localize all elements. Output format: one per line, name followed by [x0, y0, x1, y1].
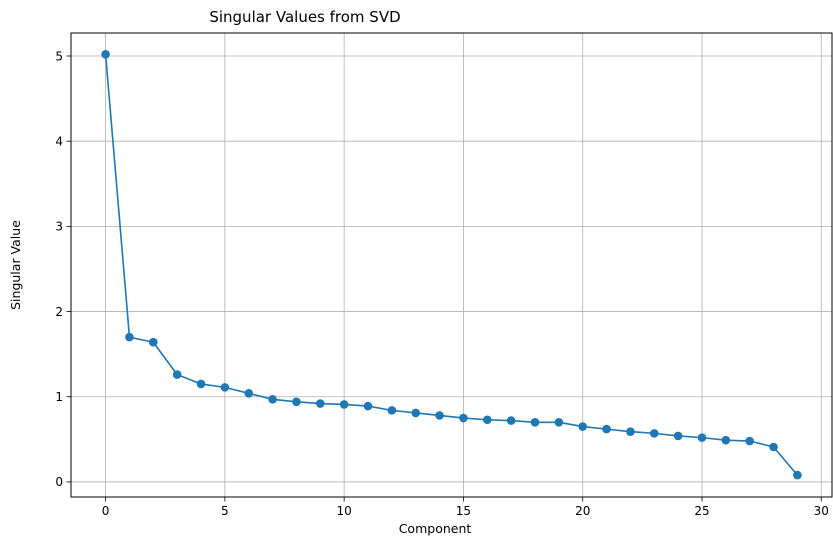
y-tick-label: 2 [55, 305, 63, 319]
data-point [649, 429, 659, 438]
data-point [315, 399, 325, 408]
data-point [793, 470, 802, 480]
data-point [721, 435, 731, 445]
x-tick-label: 20 [575, 504, 590, 518]
data-point [268, 394, 277, 404]
data-point [435, 411, 444, 420]
x-tick-label: 10 [337, 504, 352, 518]
data-point [506, 416, 516, 425]
data-point [149, 337, 158, 347]
x-tick-label: 15 [456, 504, 471, 518]
data-point [745, 436, 754, 446]
y-tick-label: 0 [55, 475, 63, 489]
data-point [554, 417, 564, 427]
y-tick-label: 4 [55, 134, 63, 148]
y-axis-label: Singular Value [8, 220, 23, 310]
plot-frame [70, 32, 833, 498]
chart-title: Singular Values from SVD [209, 8, 400, 26]
data-point [196, 379, 206, 389]
x-tick-label: 25 [694, 504, 709, 518]
data-point [411, 408, 421, 418]
data-point [292, 397, 301, 407]
data-point [101, 49, 110, 59]
x-tick-label: 30 [814, 504, 829, 518]
y-tick-label: 3 [55, 220, 63, 234]
x-tick-label: 0 [102, 504, 110, 518]
y-tick-label: 1 [55, 390, 63, 404]
x-axis: 0 5 10 15 20 25 30 [102, 497, 829, 518]
data-point [673, 431, 683, 441]
series-line [104, 54, 799, 476]
y-tick-label: 5 [55, 49, 63, 63]
data-point [626, 427, 635, 436]
x-tick-label: 5 [221, 504, 229, 518]
data-point [125, 332, 134, 342]
data-point [578, 422, 588, 431]
data-point [220, 383, 230, 392]
data-point [482, 415, 492, 425]
data-point [530, 417, 540, 427]
x-axis-label: Component [399, 521, 472, 536]
data-point [697, 433, 707, 442]
data-point [244, 389, 254, 398]
y-axis: 0 1 2 3 4 5 [55, 49, 71, 489]
data-point [339, 400, 349, 409]
data-point [363, 401, 373, 411]
data-point [769, 442, 778, 452]
data-point [602, 424, 611, 434]
grid [71, 33, 832, 497]
data-point [387, 406, 397, 415]
data-point [459, 413, 468, 423]
series [101, 49, 802, 480]
data-point [172, 370, 182, 379]
